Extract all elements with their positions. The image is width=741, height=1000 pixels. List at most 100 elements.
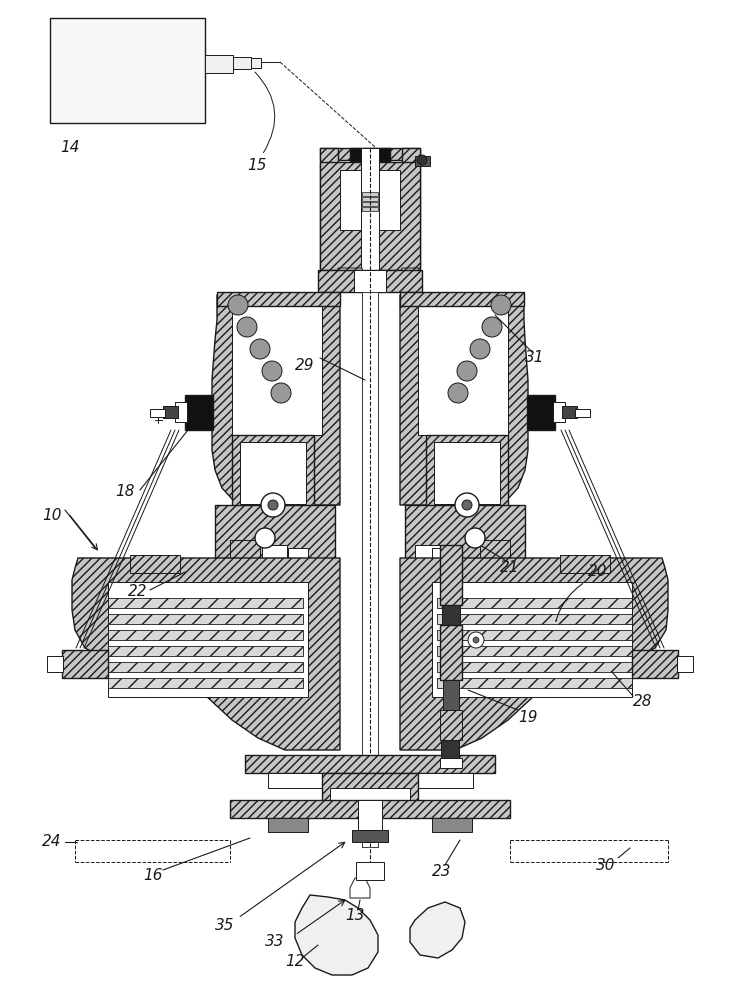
Circle shape [271,383,291,403]
Text: 16: 16 [143,867,162,882]
Polygon shape [212,295,340,515]
Bar [360,192,380,200]
Bar [320,162,420,270]
Bar [50,18,205,123]
Bar [108,678,303,688]
Bar [130,555,180,573]
Text: 14: 14 [60,140,79,155]
Bar [217,292,340,306]
Bar [415,545,440,560]
Circle shape [457,361,477,381]
Text: 20: 20 [588,564,608,580]
Bar [108,662,303,672]
Text: 19: 19 [518,710,537,726]
Bar [330,788,410,808]
Polygon shape [350,878,370,898]
Bar [437,598,632,608]
Bar [562,406,577,418]
Bar [434,442,500,504]
Bar [362,202,378,206]
Bar [437,614,632,624]
Bar [677,656,693,672]
Circle shape [482,317,502,337]
FancyArrowPatch shape [556,584,582,621]
Bar [354,166,386,176]
Bar [350,148,390,166]
Bar [268,773,473,788]
Bar [362,207,378,211]
Bar [240,442,306,504]
Bar [230,540,260,560]
Bar [232,305,322,435]
Bar [527,395,555,430]
Bar [432,818,472,832]
Bar [418,305,508,435]
Text: 33: 33 [265,934,285,950]
Circle shape [448,383,468,403]
Bar [437,678,632,688]
Bar [361,148,379,278]
Bar [233,57,251,69]
Circle shape [228,295,248,315]
Circle shape [268,500,278,510]
Circle shape [261,493,285,517]
Bar [320,148,338,268]
Text: 22: 22 [128,584,147,599]
Bar [358,800,382,830]
Bar [232,435,314,510]
Bar [205,55,233,73]
Bar [372,292,378,847]
Bar [440,710,462,740]
Polygon shape [295,895,378,975]
Bar [441,740,459,758]
Bar [437,646,632,656]
Bar [356,862,384,880]
Text: 10: 10 [42,508,62,522]
Bar [443,680,459,710]
Bar [175,402,187,422]
Bar [405,505,525,560]
Bar [362,292,368,847]
Bar [251,58,261,68]
Bar [150,409,165,417]
Circle shape [491,295,511,315]
Circle shape [465,528,485,548]
Bar [320,148,420,160]
Bar [268,818,308,832]
Circle shape [237,317,257,337]
Bar [230,800,510,818]
Text: 15: 15 [247,157,267,172]
Bar [440,625,462,680]
Bar [400,292,524,306]
Text: 23: 23 [432,864,451,880]
Bar [437,630,632,640]
Bar [322,773,418,801]
Text: 12: 12 [285,954,305,970]
Circle shape [468,632,484,648]
Circle shape [255,528,275,548]
Bar [632,650,678,678]
Bar [362,197,378,201]
Bar [575,409,590,417]
Bar [262,545,287,560]
Text: 21: 21 [500,560,519,576]
Text: 24: 24 [42,834,62,850]
Bar [362,192,378,196]
Circle shape [470,339,490,359]
Bar [560,555,610,573]
Bar [362,292,378,847]
Polygon shape [335,268,365,285]
Bar [354,270,386,292]
Polygon shape [400,295,528,515]
Polygon shape [400,558,668,750]
Bar [108,630,303,640]
Bar [47,656,63,672]
Bar [432,548,452,560]
Bar [357,176,383,184]
Bar [440,758,462,768]
Bar [442,605,460,627]
Bar [163,406,178,418]
Polygon shape [395,268,420,285]
Bar [480,540,510,560]
Text: 18: 18 [115,485,135,499]
